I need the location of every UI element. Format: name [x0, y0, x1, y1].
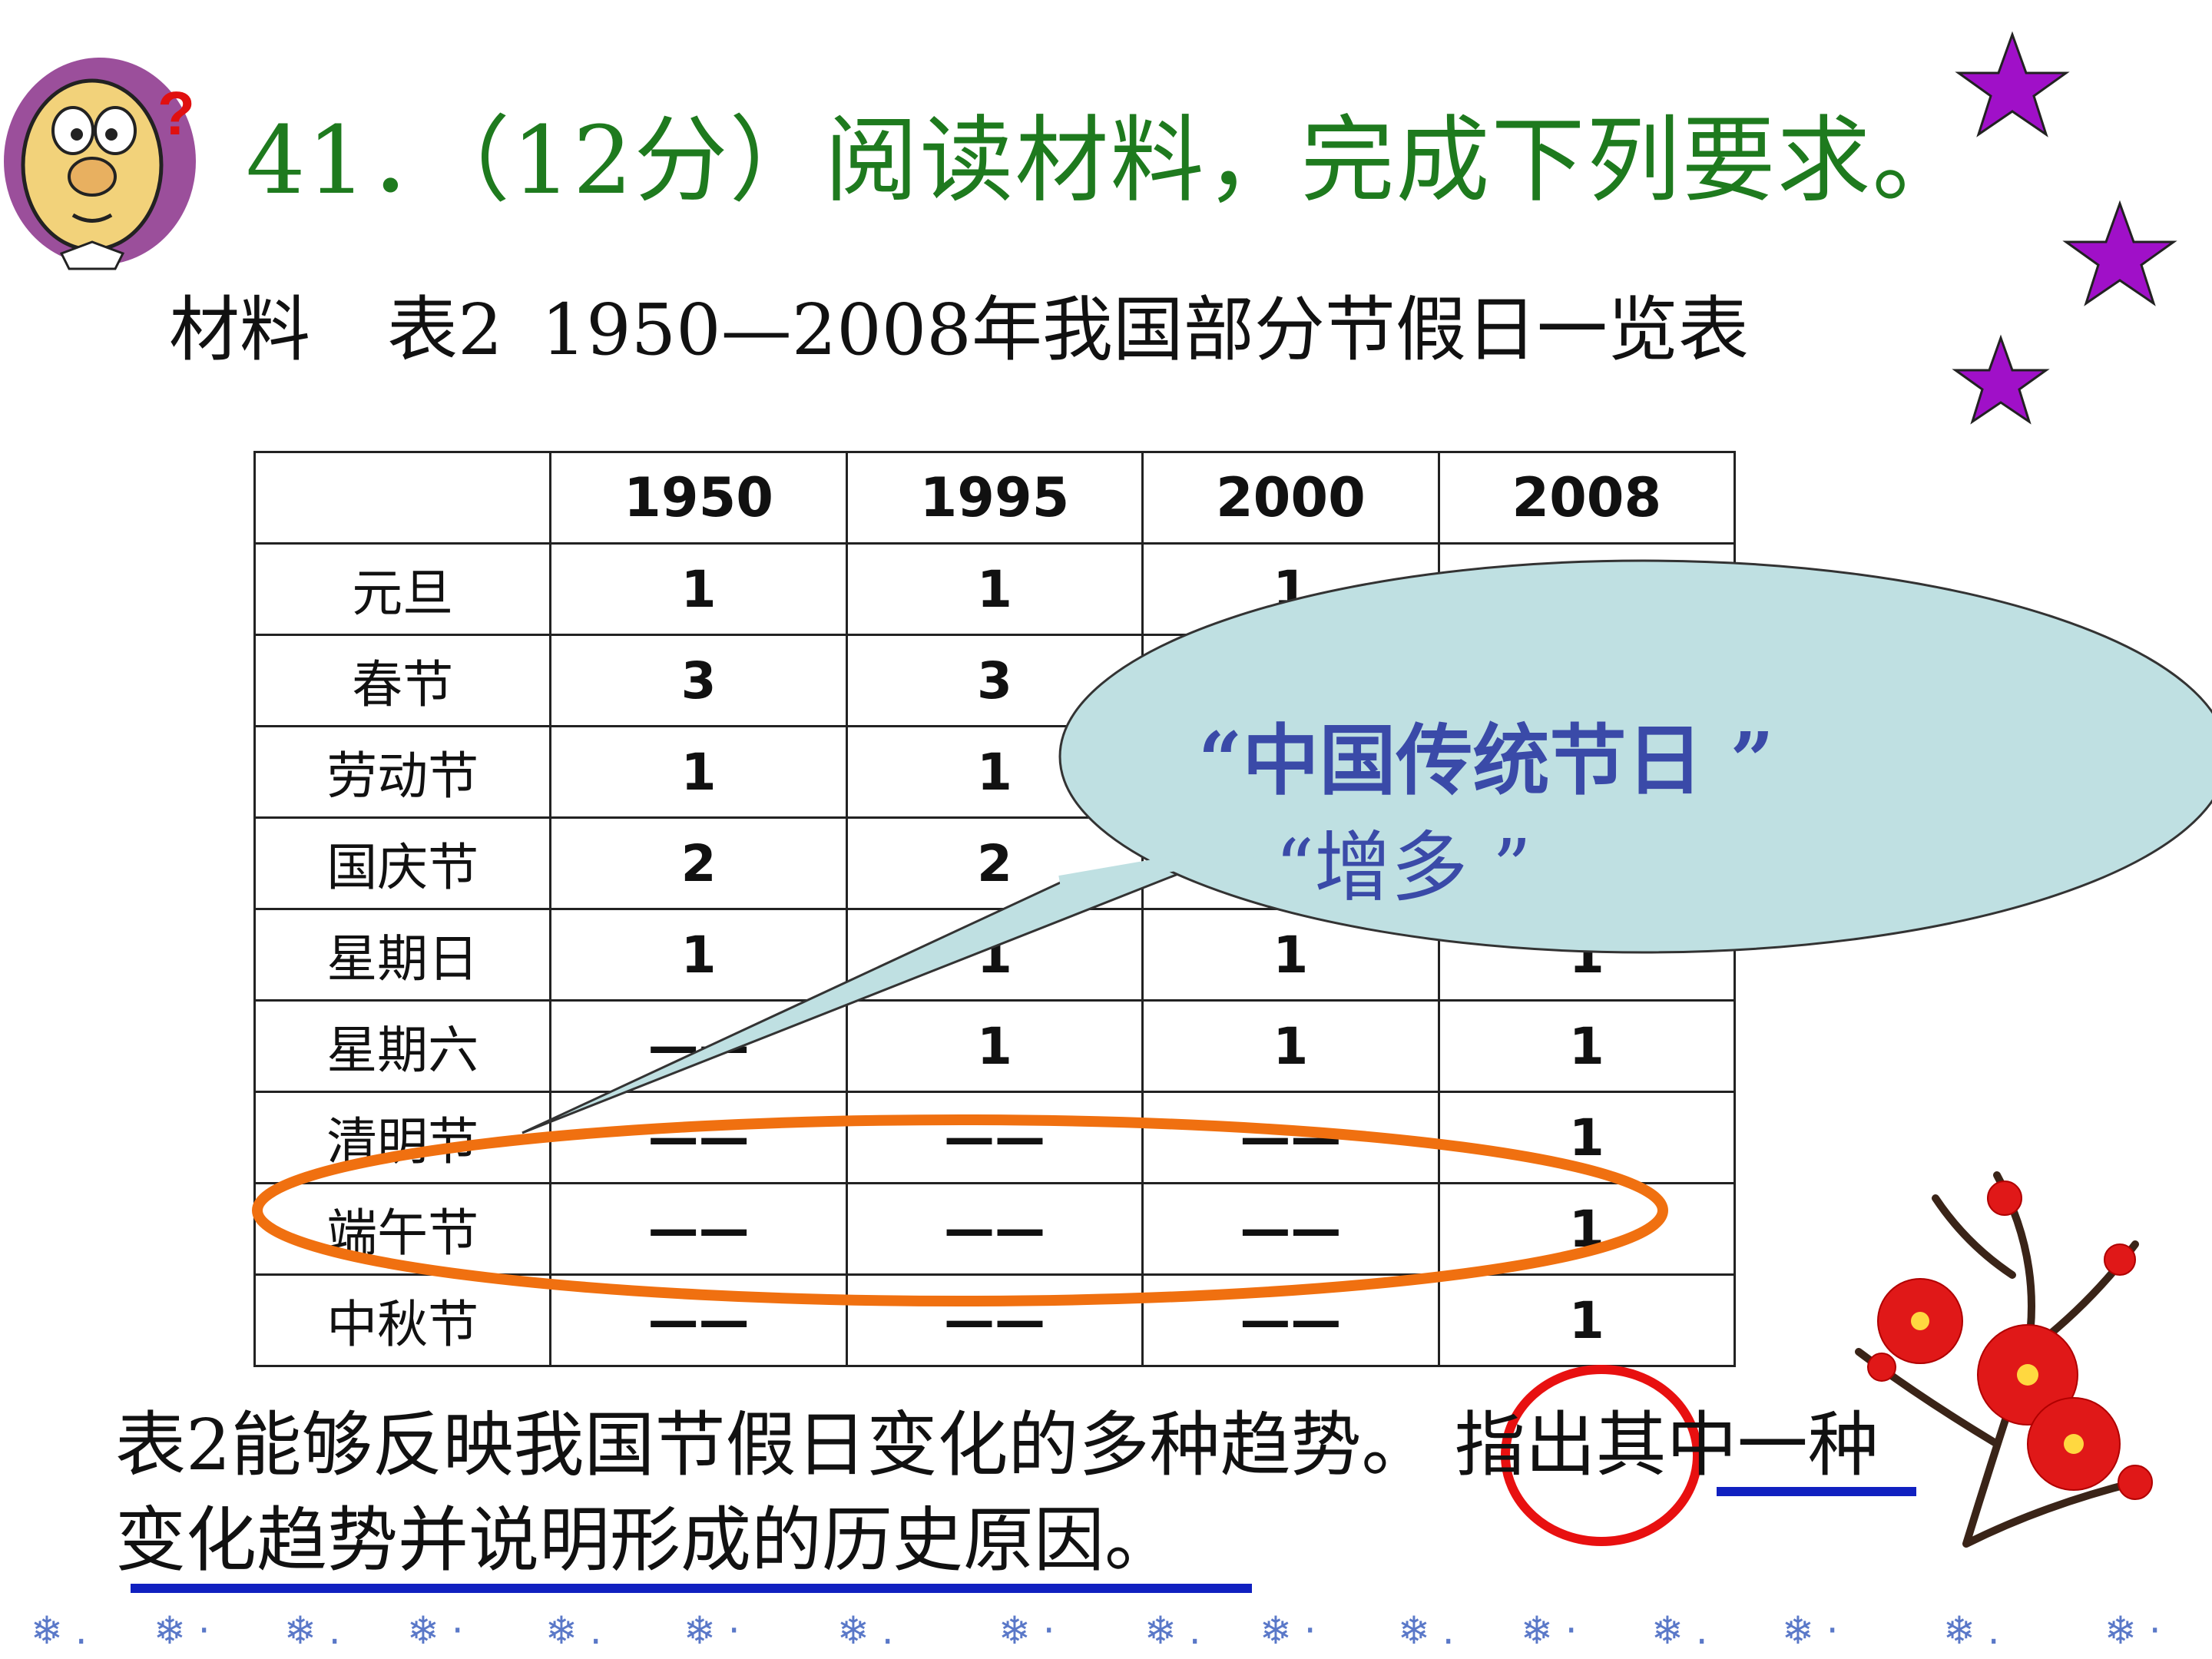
- table-cell: 1: [845, 725, 1144, 819]
- table-cell: 2: [549, 816, 848, 910]
- table-header-row: 1950 1995 2000 2008: [253, 451, 1737, 545]
- row-label: 中秋节: [253, 1273, 552, 1367]
- svg-text:❄ .: ❄ .: [1144, 1608, 1201, 1653]
- table-cell: ——: [845, 1273, 1144, 1367]
- header-cell: 1995: [845, 451, 1144, 545]
- table-cell: 1: [1437, 1273, 1737, 1367]
- material-caption: 材料 表2 1950—2008年我国部分节假日一览表: [169, 273, 1749, 375]
- table-cell: ——: [549, 1091, 848, 1184]
- header-cell: 2000: [1141, 451, 1440, 545]
- table-cell: 1: [549, 725, 848, 819]
- header-cell: 2008: [1437, 451, 1737, 545]
- svg-text:❄ ·: ❄ ·: [2104, 1608, 2161, 1653]
- table-name: 表2: [387, 289, 503, 371]
- callout-line-1: “中国传统节日 ”: [1198, 715, 1774, 806]
- question-text: 表2能够反映我国节假日变化的多种趋势。 指出其中一种变化趋势并说明形成的历史原因…: [115, 1404, 1879, 1581]
- svg-text:❄ .: ❄ .: [1398, 1608, 1455, 1653]
- svg-text:❄ .: ❄ .: [31, 1608, 88, 1653]
- table-cell: ——: [549, 1182, 848, 1276]
- row-label: 星期六: [253, 999, 552, 1093]
- table-cell: 1: [845, 999, 1144, 1093]
- header-cell: 1950: [549, 451, 848, 545]
- table-cell: 1: [1141, 999, 1440, 1093]
- svg-text:❄ ·: ❄ ·: [684, 1608, 740, 1653]
- row-label: 春节: [253, 634, 552, 727]
- row-label: 国庆节: [253, 816, 552, 910]
- row-label: 端午节: [253, 1182, 552, 1276]
- svg-text:❄ .: ❄ .: [545, 1608, 602, 1653]
- table-row: 星期六 —— 1 1 1: [253, 999, 1737, 1093]
- material-label: 材料: [169, 289, 311, 371]
- svg-text:❄ ·: ❄ ·: [1260, 1608, 1316, 1653]
- svg-text:❄ .: ❄ .: [284, 1608, 341, 1653]
- table-row: 星期日 1 1 1 1: [253, 908, 1737, 1002]
- table-cell: 1: [1141, 908, 1440, 1002]
- svg-text:❄ ·: ❄ ·: [154, 1608, 210, 1653]
- table-cell: 1: [1437, 999, 1737, 1093]
- table-cell: 1: [549, 908, 848, 1002]
- table-cell: 3: [549, 634, 848, 727]
- row-label: 星期日: [253, 908, 552, 1002]
- table-row: 元旦 1 1 1 1: [253, 542, 1737, 636]
- svg-text:❄ ·: ❄ ·: [1782, 1608, 1839, 1653]
- page-title: 41．（12分）阅读材料，完成下列要求。: [246, 106, 1968, 215]
- svg-text:❄ .: ❄ .: [1651, 1608, 1708, 1653]
- table-cell: ——: [1141, 1273, 1440, 1367]
- table-cell: 2: [845, 816, 1144, 910]
- table-cell: 1: [845, 542, 1144, 636]
- table-cell: 1: [1437, 1091, 1737, 1184]
- callout-text: “中国传统节日 ” “增多 ”: [1198, 707, 1889, 922]
- svg-text:?: ?: [157, 79, 195, 147]
- table-cell: ——: [1141, 1091, 1440, 1184]
- table-row: 中秋节 —— —— —— 1: [253, 1273, 1737, 1367]
- table-cell: 1: [1437, 1182, 1737, 1276]
- table-cell: ——: [845, 1182, 1144, 1276]
- svg-text:❄ ·: ❄ ·: [407, 1608, 464, 1653]
- table-row: 端午节 —— —— —— 1: [253, 1182, 1737, 1276]
- table-cell: ——: [1141, 1182, 1440, 1276]
- callout-line-2: “增多 ”: [1275, 823, 1532, 912]
- table-caption: 1950—2008年我国部分节假日一览表: [541, 289, 1749, 371]
- star-decoration: [1952, 31, 2177, 425]
- row-label: 元旦: [253, 542, 552, 636]
- table-row: 清明节 —— —— —— 1: [253, 1091, 1737, 1184]
- svg-text:❄ .: ❄ .: [837, 1608, 894, 1653]
- table-cell: 3: [845, 634, 1144, 727]
- table-cell: ——: [549, 1273, 848, 1367]
- svg-text:❄ .: ❄ .: [1943, 1608, 2000, 1653]
- table-cell: 1: [549, 542, 848, 636]
- header-cell: [253, 451, 552, 545]
- svg-text:❄ ·: ❄ ·: [1521, 1608, 1578, 1653]
- thinking-face-icon: ?: [4, 58, 196, 270]
- table-cell: 1: [1437, 542, 1737, 636]
- table-cell: 1: [845, 908, 1144, 1002]
- table-cell: ——: [845, 1091, 1144, 1184]
- table-cell: 1: [1141, 542, 1440, 636]
- table-cell: 1: [1437, 908, 1737, 1002]
- svg-text:❄ ·: ❄ ·: [998, 1608, 1055, 1653]
- row-label: 清明节: [253, 1091, 552, 1184]
- snowflake-border: ❄ . ❄ · ❄ . ❄ · ❄ . ❄ · ❄ . ❄ · ❄ . ❄ · ❄ . ❄ · …: [31, 1608, 2161, 1653]
- table-cell: ——: [549, 999, 848, 1093]
- row-label: 劳动节: [253, 725, 552, 819]
